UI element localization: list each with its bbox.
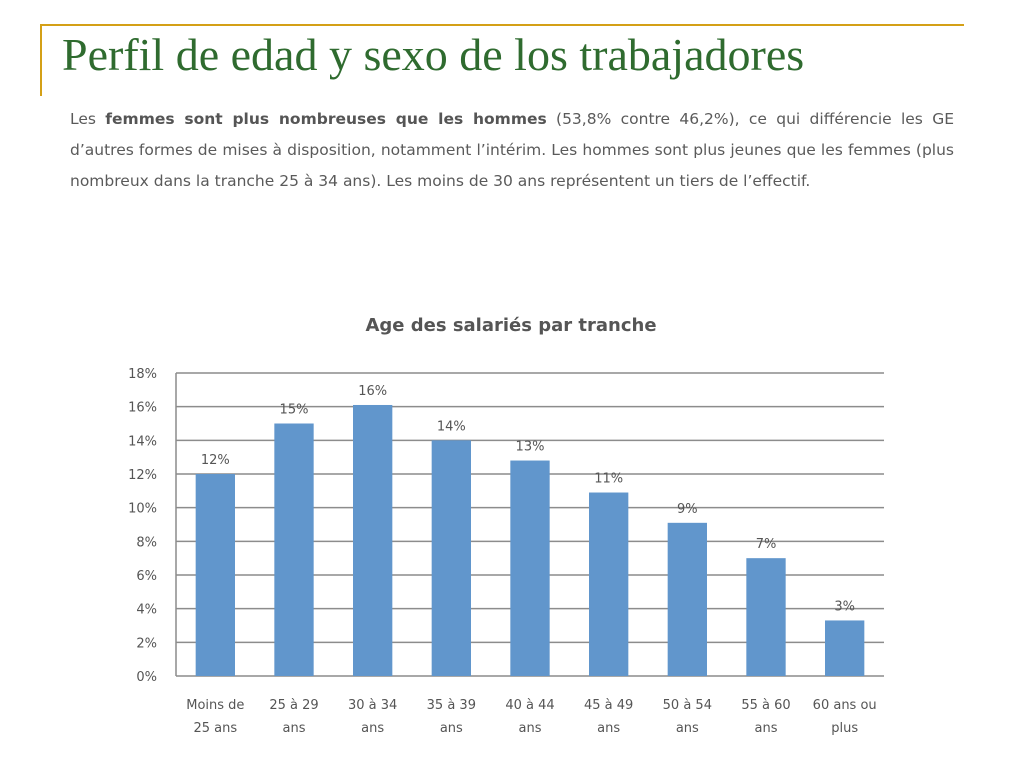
x-category-label: 40 à 44 [505, 698, 554, 713]
x-category-label: 60 ans ou [813, 698, 877, 713]
title-accent-bar [40, 24, 42, 96]
x-category-label: plus [831, 721, 858, 736]
x-category-label: ans [597, 721, 620, 736]
bar [274, 423, 314, 676]
y-tick-label: 12% [128, 468, 157, 483]
slide-title: Perfil de edad y sexo de los trabajadore… [62, 29, 805, 80]
x-category-label: 25 ans [194, 721, 238, 736]
x-category-label: ans [519, 721, 542, 736]
data-label: 7% [756, 537, 777, 552]
data-label: 11% [594, 472, 623, 487]
data-label: 16% [358, 384, 387, 399]
chart-x-axis: Moins de 25 ans 25 à 29 ans 30 à 34 ans 35 à 3… [186, 698, 876, 736]
data-label: 3% [834, 599, 855, 614]
data-label: 14% [437, 419, 466, 434]
x-category-label: Moins de [186, 698, 244, 713]
y-tick-label: 10% [128, 502, 157, 517]
y-tick-label: 16% [128, 401, 157, 416]
x-category-label: 55 à 60 [741, 698, 790, 713]
data-label: 13% [516, 440, 545, 455]
title-accent-line [40, 24, 964, 26]
data-label: 9% [677, 502, 698, 517]
x-category-label: ans [283, 721, 306, 736]
x-category-label: ans [440, 721, 463, 736]
y-tick-label: 8% [136, 535, 157, 550]
bar [825, 620, 865, 676]
y-tick-label: 18% [128, 367, 157, 382]
bar [353, 404, 393, 676]
chart-y-axis: 0% 2% 4% 6% 8% 10% 12% 14% 16% 18% [128, 367, 157, 685]
intro-text-start: Les [70, 110, 106, 128]
x-category-label: ans [755, 721, 778, 736]
y-tick-label: 2% [136, 636, 157, 651]
x-category-label: 45 à 49 [584, 698, 633, 713]
intro-text-bold: femmes sont plus nombreuses que les homm… [105, 110, 547, 128]
chart-title: Age des salariés par tranche [365, 315, 656, 336]
data-label: 15% [280, 403, 309, 418]
chart-data-labels: 12% 15% 16% 14% 13% 11% 9% 7% 3% [201, 384, 855, 614]
data-label: 12% [201, 453, 230, 468]
x-category-label: 25 à 29 [269, 698, 318, 713]
x-category-label: ans [361, 721, 384, 736]
bar [431, 440, 471, 676]
y-tick-label: 14% [128, 434, 157, 449]
bar [195, 474, 235, 676]
intro-text-rest: (53,8% contre 46,2%), ce qui différencie… [70, 110, 954, 190]
x-category-label: 35 à 39 [427, 698, 476, 713]
bar [589, 492, 629, 676]
x-category-label: ans [676, 721, 699, 736]
bar [667, 522, 707, 676]
bar [510, 460, 550, 676]
x-category-label: 30 à 34 [348, 698, 397, 713]
bar [746, 558, 786, 676]
y-tick-label: 4% [136, 603, 157, 618]
chart-bars [195, 404, 865, 676]
intro-paragraph: Les femmes sont plus nombreuses que les … [70, 104, 954, 197]
x-category-label: 50 à 54 [663, 698, 712, 713]
y-tick-label: 0% [136, 670, 157, 685]
y-tick-label: 6% [136, 569, 157, 584]
